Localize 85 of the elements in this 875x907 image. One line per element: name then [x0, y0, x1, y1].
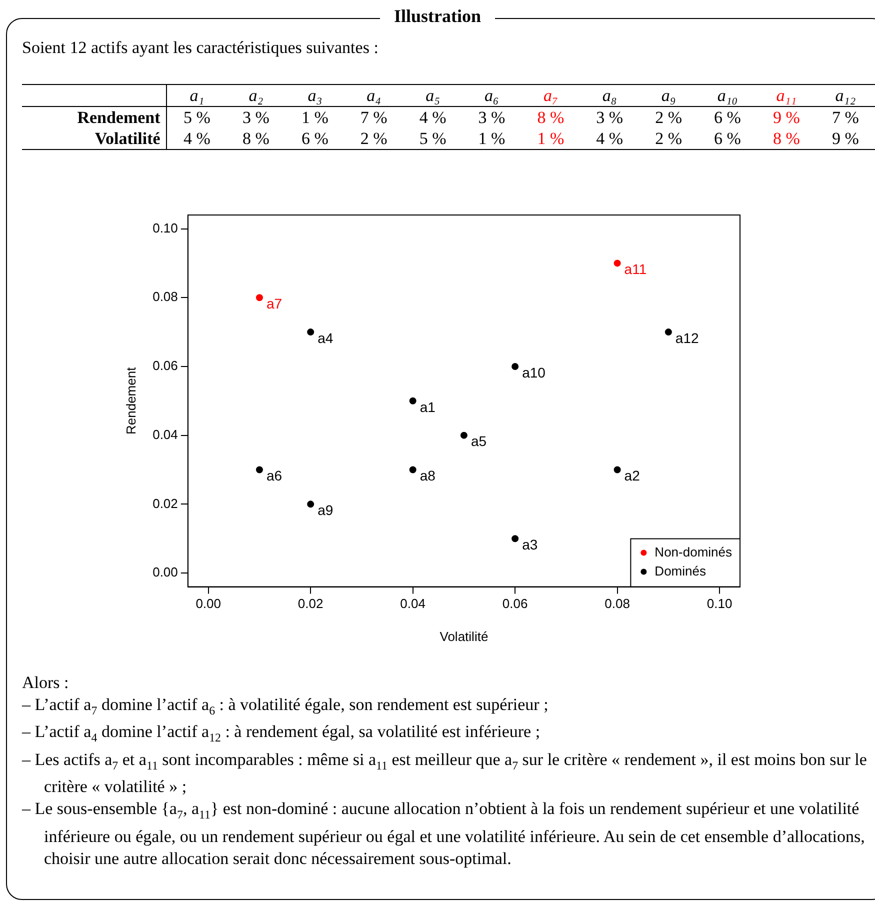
point [307, 500, 314, 508]
x-tick-label: 0.00 [196, 596, 222, 612]
data-label: 9 % [772, 107, 801, 128]
annotation: a11 [624, 261, 647, 278]
data-label: 9 % [816, 128, 875, 150]
y-tick-label: 0.08 [152, 289, 178, 304]
annotation: a8 [420, 468, 436, 484]
category-label: a₁ [166, 84, 227, 106]
y-tick-label: 0.04 [152, 426, 178, 442]
text: – L’actif a$_{4}$ domine l’actif a$_{12}$ : à rendement égal, sa volatilité est inférieure ; [22, 721, 542, 747]
category-label: a₆ [462, 84, 522, 106]
category-label: a₉ [639, 84, 698, 106]
data-label: 7 % [359, 107, 388, 128]
point [512, 535, 519, 542]
text: – L’actif a$_{7}$ domine l’actif a$_{6}$ : à volatilité égale, son rendement est supérieur ; [22, 694, 550, 720]
data-label: 8 % [226, 128, 286, 150]
data-label: 4 % [580, 128, 640, 150]
category-label: a₄ [344, 84, 404, 106]
point [409, 397, 416, 404]
data-label: 2 % [344, 128, 404, 150]
legend-label: Non-dominés [654, 544, 732, 560]
annotation: a1 [420, 398, 436, 415]
point [512, 362, 519, 370]
point [256, 466, 263, 474]
data-label: 4 % [166, 128, 227, 150]
point [614, 260, 621, 267]
data-label: 4 % [418, 107, 448, 128]
data-label: 3 % [242, 107, 270, 128]
annotation: a4 [318, 330, 334, 346]
text: Volatilité [22, 128, 167, 150]
data-label: 2 % [654, 107, 683, 128]
annotation: a9 [318, 502, 334, 518]
text: Soient 12 actifs ayant les caractéristiques suivantes : [22, 38, 378, 58]
data-label: 2 % [639, 128, 698, 150]
data-label: 5 % [182, 107, 212, 128]
data-label: 6 % [698, 128, 757, 150]
x-tick-label: 0.06 [502, 596, 528, 612]
data-label: 1 % [521, 128, 580, 150]
point [409, 466, 416, 474]
y-axis-title: Rendement [123, 366, 138, 435]
annotation: a7 [266, 295, 282, 312]
data-label: 8 % [756, 128, 816, 150]
y-tick-label: 0.06 [152, 358, 178, 374]
data-label: 3 % [477, 107, 506, 128]
category-label: a₁₂ [816, 84, 875, 106]
category-label: a₃ [285, 84, 344, 106]
point [460, 432, 468, 439]
legend-label: Dominés [654, 563, 706, 578]
point [614, 466, 621, 474]
annotation: a2 [624, 468, 640, 484]
text: Illustration [380, 6, 495, 26]
y-tick-label: 0.10 [152, 220, 178, 236]
x-tick-label: 0.08 [604, 596, 630, 612]
data-label: 3 % [595, 107, 624, 128]
text: – Le sous-ensemble {a$_{7}$, a$_{11}$} est non-dominé : aucune allocation n’obtient à la fois un rendement supérieur et une volatilité inférieure ou égale, ou un rendement supérieur ou égal et une volatilité inférieure. Au sein de cet ensemble d’allocations, choisir une autre allocation serait donc nécessairement sous-optimal. [22, 798, 866, 870]
text: Rendement [22, 106, 167, 128]
text: – Les actifs a$_{7}$ et a$_{11}$ sont incomparables : même si a$_{11}$ est meilleur que a$_{7}$ sur le critère « rendement », il est moins bon sur le critère « volatilité » ; [22, 750, 867, 796]
category-label: a₁₀ [698, 84, 757, 106]
data-label: 5 % [403, 128, 462, 150]
data-label: 7 % [830, 107, 860, 128]
data-label: 6 % [713, 107, 742, 128]
annotation: a12 [675, 330, 700, 346]
x-tick-label: 0.10 [706, 596, 732, 612]
data-label: 8 % [536, 107, 566, 128]
x-axis-title: Volatilité [440, 628, 488, 644]
category-label: a₂ [226, 84, 286, 106]
x-tick-label: 0.04 [400, 596, 426, 612]
data-label: 1 % [300, 107, 330, 128]
point [664, 328, 672, 336]
data-label: 6 % [285, 128, 344, 150]
data-label: 1 % [462, 128, 522, 150]
annotation: a5 [470, 433, 487, 450]
category-label: a₇ [521, 84, 580, 106]
annotation: a10 [522, 364, 546, 380]
y-tick-label: 0.00 [152, 564, 178, 580]
point [307, 328, 314, 336]
x-tick-label: 0.02 [298, 596, 324, 612]
category-label: a₈ [580, 84, 640, 106]
annotation: a6 [266, 468, 282, 484]
category-label: a₅ [403, 84, 462, 106]
category-label: a₁₁ [756, 84, 816, 106]
text: Alors : [22, 672, 70, 694]
y-tick-label: 0.02 [152, 496, 178, 511]
annotation: a3 [522, 536, 538, 552]
point [256, 294, 263, 302]
